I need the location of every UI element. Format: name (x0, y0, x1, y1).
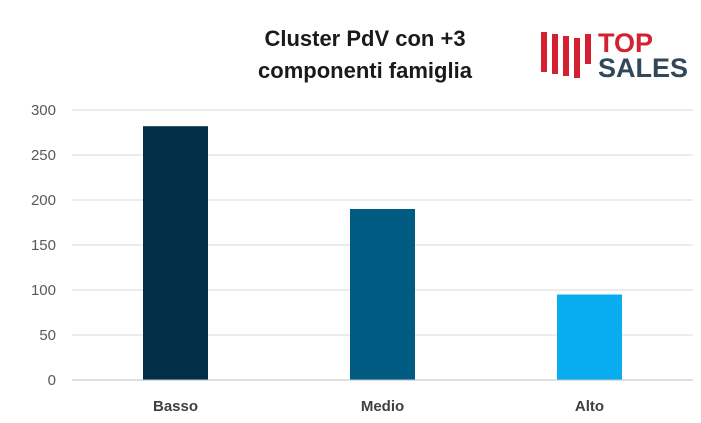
chart-title-line-1: Cluster PdV con +3 (264, 26, 465, 51)
logo-bar-4 (574, 38, 580, 78)
chart-title: Cluster PdV con +3 componenti famiglia (258, 26, 473, 83)
x-tick-label-alto: Alto (575, 398, 604, 415)
logo-bars-icon (541, 32, 591, 78)
x-axis-labels: Basso Medio Alto (153, 398, 604, 415)
y-tick-label-0: 0 (48, 372, 56, 389)
y-tick-label-50: 50 (39, 327, 56, 344)
logo-bar-5 (585, 34, 591, 64)
y-tick-label-250: 250 (31, 147, 56, 164)
top-sales-logo: TOP SALES (541, 28, 688, 83)
bars (143, 126, 622, 380)
y-axis-ticks: 0 50 100 150 200 250 300 (31, 102, 56, 389)
bar-medio (350, 209, 415, 380)
y-tick-label-100: 100 (31, 282, 56, 299)
x-tick-label-basso: Basso (153, 398, 198, 415)
logo-text-top: TOP (598, 28, 653, 58)
y-tick-label-200: 200 (31, 192, 56, 209)
bar-alto (557, 294, 622, 380)
logo-bar-2 (552, 34, 558, 74)
bar-basso (143, 126, 208, 380)
logo-bar-3 (563, 36, 569, 76)
logo-bar-1 (541, 32, 547, 72)
y-tick-label-300: 300 (31, 102, 56, 119)
chart-title-line-2: componenti famiglia (258, 58, 473, 83)
y-tick-label-150: 150 (31, 237, 56, 254)
x-tick-label-medio: Medio (361, 398, 404, 415)
logo-text-sales: SALES (598, 53, 688, 83)
